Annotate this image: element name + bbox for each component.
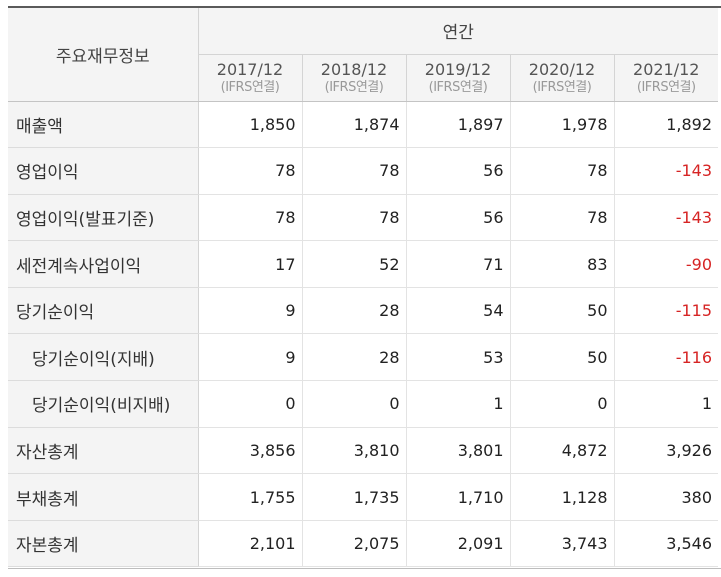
value-cell: 1,755: [198, 473, 303, 521]
value-cell: 28: [302, 333, 407, 382]
table-row: 당기순이익 9 28 54 50 -115: [8, 287, 718, 335]
value-cell: 1,874: [302, 101, 407, 149]
year-column-header: 2020/12 (IFRS연결): [510, 54, 615, 102]
row-label: 당기순이익(지배): [8, 333, 199, 382]
row-label: 당기순이익(비지배): [8, 380, 199, 428]
row-label: 자산총계: [8, 427, 199, 475]
year-column-header: 2021/12 (IFRS연결): [614, 54, 718, 102]
value-cell: -143: [614, 147, 718, 195]
value-cell: 0: [198, 380, 303, 428]
header-row-top: 주요재무정보 연간: [8, 8, 718, 102]
accounting-basis-label: (IFRS연결): [428, 79, 488, 95]
value-cell: 9: [198, 287, 303, 335]
value-cell: 1,735: [302, 473, 407, 521]
table-body: 매출액 1,850 1,874 1,897 1,978 1,892 영업이익 78 78 56 78…: [8, 101, 718, 568]
value-cell: 1,892: [614, 101, 718, 149]
value-cell: 78: [198, 147, 303, 195]
accounting-basis-label: (IFRS연결): [220, 79, 280, 95]
table-row: 부채총계 1,755 1,735 1,710 1,128 380: [8, 473, 718, 521]
value-cell: 78: [302, 194, 407, 242]
year-label: 2020/12: [528, 59, 596, 79]
value-cell: 83: [510, 240, 615, 288]
header-row-years: 2017/12 (IFRS연결) 2018/12 (IFRS연결) 2019/12 (IF…: [8, 54, 718, 102]
value-cell: 1,978: [510, 101, 615, 149]
value-cell: 71: [406, 240, 511, 288]
value-cell: 17: [198, 240, 303, 288]
value-cell: -143: [614, 194, 718, 242]
accounting-basis-label: (IFRS연결): [532, 79, 592, 95]
value-cell: 53: [406, 333, 511, 382]
value-cell: 3,926: [614, 427, 718, 475]
value-cell: 0: [510, 380, 615, 428]
value-cell: 3,856: [198, 427, 303, 475]
year-label: 2018/12: [320, 59, 388, 79]
row-label: 영업이익: [8, 147, 199, 195]
value-cell: 3,743: [510, 520, 615, 568]
value-cell: 1,897: [406, 101, 511, 149]
value-cell: 52: [302, 240, 407, 288]
table-row: 당기순이익(지배) 9 28 53 50 -116: [8, 333, 718, 382]
value-cell: 0: [302, 380, 407, 428]
value-cell: 1: [614, 380, 718, 428]
year-column-header: 2017/12 (IFRS연결): [198, 54, 303, 102]
value-cell: -116: [614, 333, 718, 382]
year-column-header: 2019/12 (IFRS연결): [406, 54, 511, 102]
value-cell: 3,810: [302, 427, 407, 475]
table-bottom-rule: [8, 568, 721, 569]
value-cell: 56: [406, 194, 511, 242]
year-label: 2019/12: [424, 59, 492, 79]
row-label: 당기순이익: [8, 287, 199, 335]
table-row: 세전계속사업이익 17 52 71 83 -90: [8, 240, 718, 288]
value-cell: 3,546: [614, 520, 718, 568]
table-row: 자산총계 3,856 3,810 3,801 4,872 3,926: [8, 427, 718, 475]
table-row: 자본총계 2,101 2,075 2,091 3,743 3,546: [8, 520, 718, 568]
accounting-basis-label: (IFRS연결): [636, 79, 696, 95]
value-cell: 2,091: [406, 520, 511, 568]
value-cell: 1,710: [406, 473, 511, 521]
value-cell: 2,101: [198, 520, 303, 568]
value-cell: 3,801: [406, 427, 511, 475]
table-row: 영업이익 78 78 56 78 -143: [8, 147, 718, 195]
annual-tab-label[interactable]: 연간: [198, 8, 718, 55]
value-cell: 54: [406, 287, 511, 335]
value-cell: 78: [198, 194, 303, 242]
row-label: 영업이익(발표기준): [8, 194, 199, 242]
accounting-basis-label: (IFRS연결): [324, 79, 384, 95]
row-label: 부채총계: [8, 473, 199, 521]
value-cell: 78: [510, 194, 615, 242]
value-cell: 50: [510, 287, 615, 335]
financial-summary-table: 주요재무정보 연간 2017/12 (IFRS연결) 2018/12 (IFRS연결)…: [8, 8, 718, 568]
value-cell: -115: [614, 287, 718, 335]
value-cell: 1,128: [510, 473, 615, 521]
value-cell: 50: [510, 333, 615, 382]
value-cell: 4,872: [510, 427, 615, 475]
section-label: 주요재무정보: [8, 8, 199, 102]
value-cell: 56: [406, 147, 511, 195]
table-row: 당기순이익(비지배) 0 0 1 0 1: [8, 380, 718, 428]
value-cell: 9: [198, 333, 303, 382]
value-cell: 78: [302, 147, 407, 195]
table-row: 영업이익(발표기준) 78 78 56 78 -143: [8, 194, 718, 242]
value-cell: 1,850: [198, 101, 303, 149]
table-top-rule: [8, 6, 721, 8]
value-cell: -90: [614, 240, 718, 288]
row-label: 세전계속사업이익: [8, 240, 199, 288]
value-cell: 28: [302, 287, 407, 335]
row-label: 자본총계: [8, 520, 199, 568]
value-cell: 2,075: [302, 520, 407, 568]
row-label: 매출액: [8, 101, 199, 149]
year-label: 2021/12: [633, 59, 700, 79]
year-label: 2017/12: [216, 59, 284, 79]
value-cell: 78: [510, 147, 615, 195]
table-row: 매출액 1,850 1,874 1,897 1,978 1,892: [8, 101, 718, 149]
value-cell: 380: [614, 473, 718, 521]
value-cell: 1: [406, 380, 511, 428]
year-column-header: 2018/12 (IFRS연결): [302, 54, 407, 102]
